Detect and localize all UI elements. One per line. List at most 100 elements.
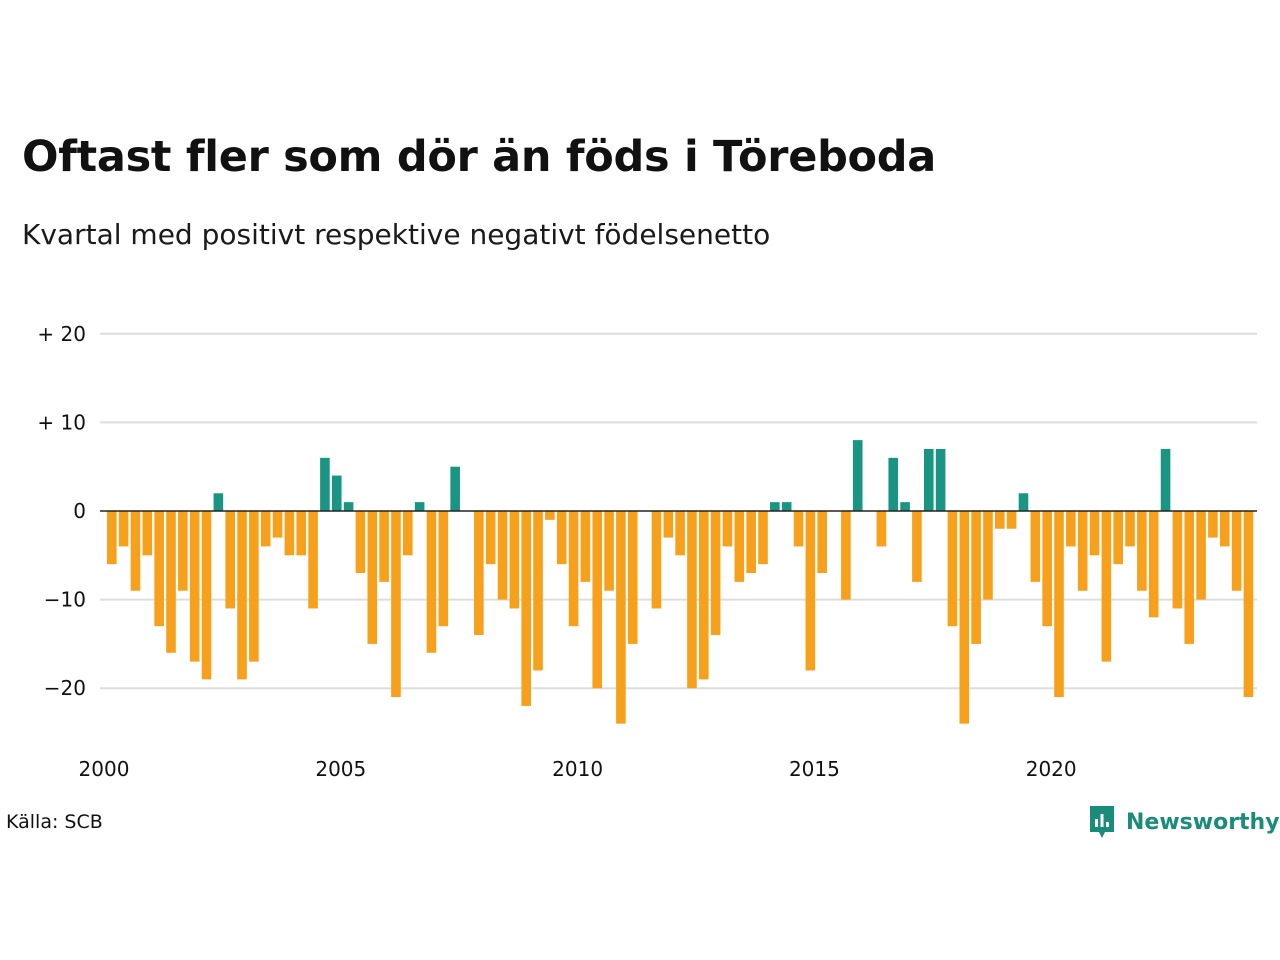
bar [841, 511, 851, 600]
bar [983, 511, 993, 600]
bar [189, 511, 200, 662]
bar [438, 511, 449, 627]
bar [1148, 511, 1159, 618]
bar [1125, 511, 1135, 547]
bar [627, 511, 638, 644]
x-tick-label: 2000 [79, 757, 130, 781]
bar [710, 511, 721, 636]
bar [497, 511, 508, 600]
bar [142, 511, 153, 556]
bar [320, 457, 330, 511]
bar [308, 511, 318, 609]
bar [687, 511, 697, 689]
bar [604, 511, 614, 591]
bar [260, 511, 271, 547]
x-tick-label: 2015 [789, 757, 840, 781]
bar [923, 448, 934, 511]
bar [1196, 511, 1206, 600]
bar [912, 511, 922, 582]
bar [403, 511, 413, 556]
bar [651, 511, 662, 609]
bar [947, 511, 958, 627]
x-tick-label: 2005 [315, 757, 366, 781]
bar [178, 511, 188, 591]
bar [509, 511, 520, 609]
bar [1219, 511, 1230, 547]
bar [485, 511, 496, 565]
bar [1231, 511, 1242, 591]
bar [1113, 511, 1123, 565]
bar [284, 511, 295, 556]
chart-subtitle: Kvartal med positivt respektive negativt… [22, 218, 771, 251]
bar [817, 511, 827, 574]
bar [592, 511, 603, 689]
x-tick-label: 2010 [552, 757, 603, 781]
bar [379, 511, 389, 582]
bar [935, 448, 946, 511]
bar [213, 493, 224, 511]
bar [225, 511, 235, 609]
bar [675, 511, 685, 556]
bar [1054, 511, 1064, 698]
bar [556, 511, 567, 565]
bar [521, 511, 531, 706]
bar [770, 502, 780, 511]
bar [580, 511, 591, 582]
y-tick-label: 0 [73, 499, 86, 523]
bar [1137, 511, 1147, 591]
bar [1208, 511, 1218, 538]
bar [414, 502, 425, 511]
bar [343, 502, 354, 511]
bar [355, 511, 366, 574]
bar [166, 511, 176, 653]
bar [876, 511, 887, 547]
bar [852, 440, 863, 511]
bar [107, 511, 117, 565]
bar [1160, 448, 1171, 511]
y-tick-label: + 20 [37, 322, 86, 346]
bar [959, 511, 970, 724]
brand-name: Newsworthy [1126, 809, 1280, 835]
y-tick-label: −10 [44, 588, 86, 612]
bar [450, 466, 460, 511]
bar [426, 511, 437, 653]
bars [107, 440, 1254, 724]
bar [793, 511, 804, 547]
bar [663, 511, 674, 538]
bar [533, 511, 543, 671]
y-axis-labels: + 20 + 10 0 −10 −20 [37, 322, 86, 700]
bar [130, 511, 141, 591]
bar [1018, 493, 1029, 511]
bar [1030, 511, 1041, 582]
bar [1066, 511, 1076, 547]
bar [805, 511, 816, 671]
bar [568, 511, 579, 627]
bar [201, 511, 212, 680]
bar [118, 511, 129, 547]
bar [781, 502, 792, 511]
bar [1243, 511, 1254, 698]
bar [971, 511, 981, 644]
bar [722, 511, 733, 547]
bar [699, 511, 709, 680]
x-tick-label: 2020 [1026, 757, 1077, 781]
chart-title: Oftast fler som dör än föds i Töreboda [22, 132, 936, 182]
bar [474, 511, 484, 636]
bar [237, 511, 247, 680]
source-note: Källa: SCB [6, 811, 103, 833]
bar [1172, 511, 1183, 609]
bar [1077, 511, 1088, 591]
bar [1089, 511, 1100, 556]
newsworthy-logo[interactable]: Newsworthy [1088, 804, 1280, 840]
bar [616, 511, 626, 724]
bar [331, 475, 342, 511]
y-tick-label: −20 [44, 676, 86, 700]
bar [758, 511, 768, 565]
chart-bubble-icon [1090, 806, 1114, 838]
bar [1042, 511, 1052, 627]
bar [995, 511, 1005, 529]
y-tick-label: + 10 [37, 410, 86, 434]
bar [746, 511, 756, 574]
bar [367, 511, 378, 644]
